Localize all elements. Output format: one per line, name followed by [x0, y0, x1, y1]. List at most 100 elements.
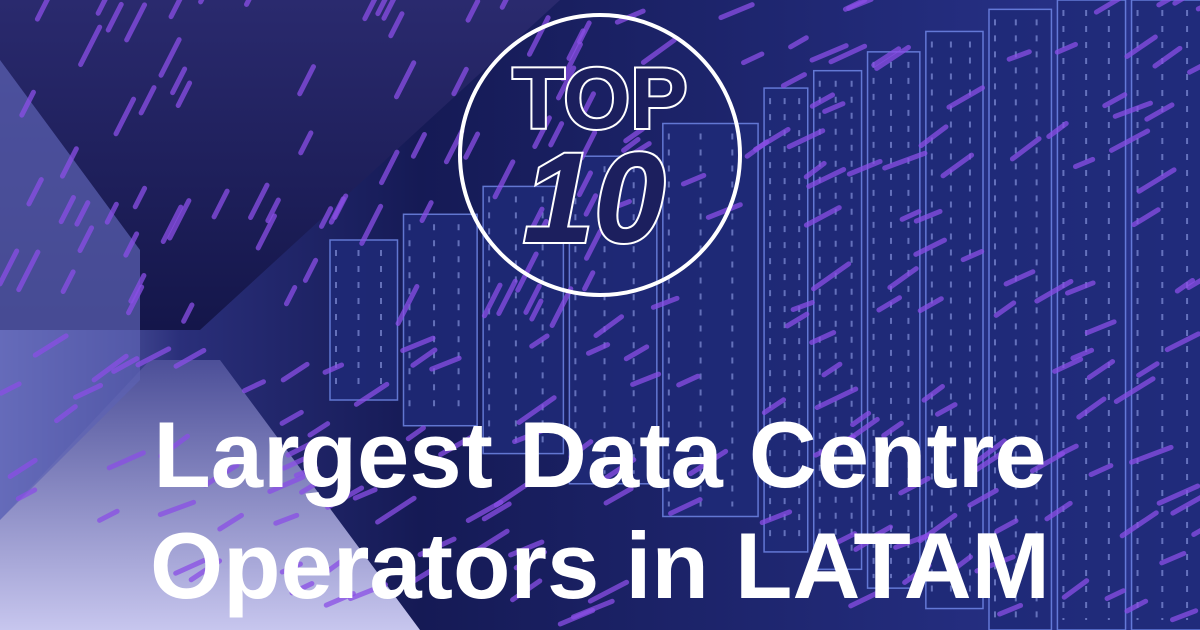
dash [1108, 128, 1151, 153]
dash [362, 0, 378, 22]
rack [866, 51, 921, 589]
dash [967, 487, 999, 508]
dash [181, 302, 195, 324]
dash [60, 269, 76, 295]
dash [298, 130, 314, 156]
dash [111, 356, 140, 374]
dash [1152, 45, 1183, 69]
dash [788, 35, 809, 50]
dash [463, 131, 481, 160]
dash [1003, 269, 1036, 287]
rack [1056, 0, 1127, 630]
dash [994, 518, 1019, 534]
dash [917, 296, 944, 314]
dash [940, 152, 975, 179]
dash [123, 231, 140, 258]
dash [1088, 463, 1114, 478]
dash [124, 2, 148, 43]
dash [328, 196, 346, 225]
dash [587, 579, 630, 604]
dash [668, 497, 703, 516]
dash [786, 128, 826, 150]
dash [630, 371, 662, 387]
dash [512, 425, 553, 445]
dash [429, 355, 462, 372]
dash [1136, 361, 1160, 378]
dash [157, 499, 197, 517]
dash [173, 557, 208, 576]
dash [526, 15, 551, 57]
dash [402, 564, 440, 589]
dash [273, 512, 300, 526]
dash [322, 362, 345, 375]
dash [1065, 280, 1096, 296]
dash [1076, 396, 1107, 420]
dash [1052, 356, 1084, 374]
dash [688, 448, 729, 477]
dash [576, 170, 593, 198]
dash [0, 248, 20, 287]
dash [78, 24, 103, 67]
dash [492, 159, 516, 200]
dash [307, 421, 331, 438]
dash [297, 64, 316, 97]
dash [15, 487, 38, 502]
dash [902, 562, 932, 585]
dash [7, 457, 38, 479]
dash [400, 335, 436, 354]
dash [481, 282, 503, 319]
dash [279, 561, 303, 575]
dash [899, 209, 922, 222]
dash [381, 0, 397, 21]
dash [1061, 578, 1090, 600]
dash [279, 409, 304, 426]
dash [513, 549, 548, 571]
dash [1159, 550, 1187, 566]
dash [882, 150, 928, 171]
dash [170, 66, 188, 96]
rack [1130, 0, 1200, 630]
title-line: Operators in LATAM [150, 513, 1050, 618]
dash [375, 0, 388, 17]
dash [1034, 278, 1074, 304]
dash [217, 512, 244, 532]
dash [1174, 277, 1196, 294]
dash [828, 43, 868, 65]
dash [1086, 359, 1116, 380]
dash [241, 379, 266, 394]
dash [113, 96, 137, 137]
floor [0, 360, 420, 630]
dash [1009, 136, 1042, 162]
dash [265, 197, 281, 224]
badge: TOP 10 [458, 13, 742, 297]
dash [299, 477, 326, 495]
dash [1124, 34, 1158, 59]
dash [814, 386, 859, 411]
dash [473, 528, 510, 554]
dash [323, 591, 356, 608]
dash [1129, 444, 1174, 465]
dash [289, 581, 315, 596]
dash [248, 182, 270, 221]
dash [680, 172, 707, 187]
dash [419, 200, 434, 224]
dash [393, 60, 417, 100]
dash [753, 126, 791, 152]
dash [1164, 331, 1200, 353]
server-racks [329, 0, 1200, 630]
dash [609, 199, 632, 211]
dash [510, 578, 543, 603]
dash [105, 1, 124, 33]
dash [529, 298, 544, 322]
dash [1156, 0, 1173, 8]
dash [202, 462, 240, 488]
rack [329, 239, 399, 401]
dash [499, 0, 509, 10]
dash [848, 588, 884, 609]
dash [523, 283, 542, 315]
dash [1102, 92, 1128, 109]
dash [493, 481, 531, 508]
rack [988, 8, 1053, 630]
